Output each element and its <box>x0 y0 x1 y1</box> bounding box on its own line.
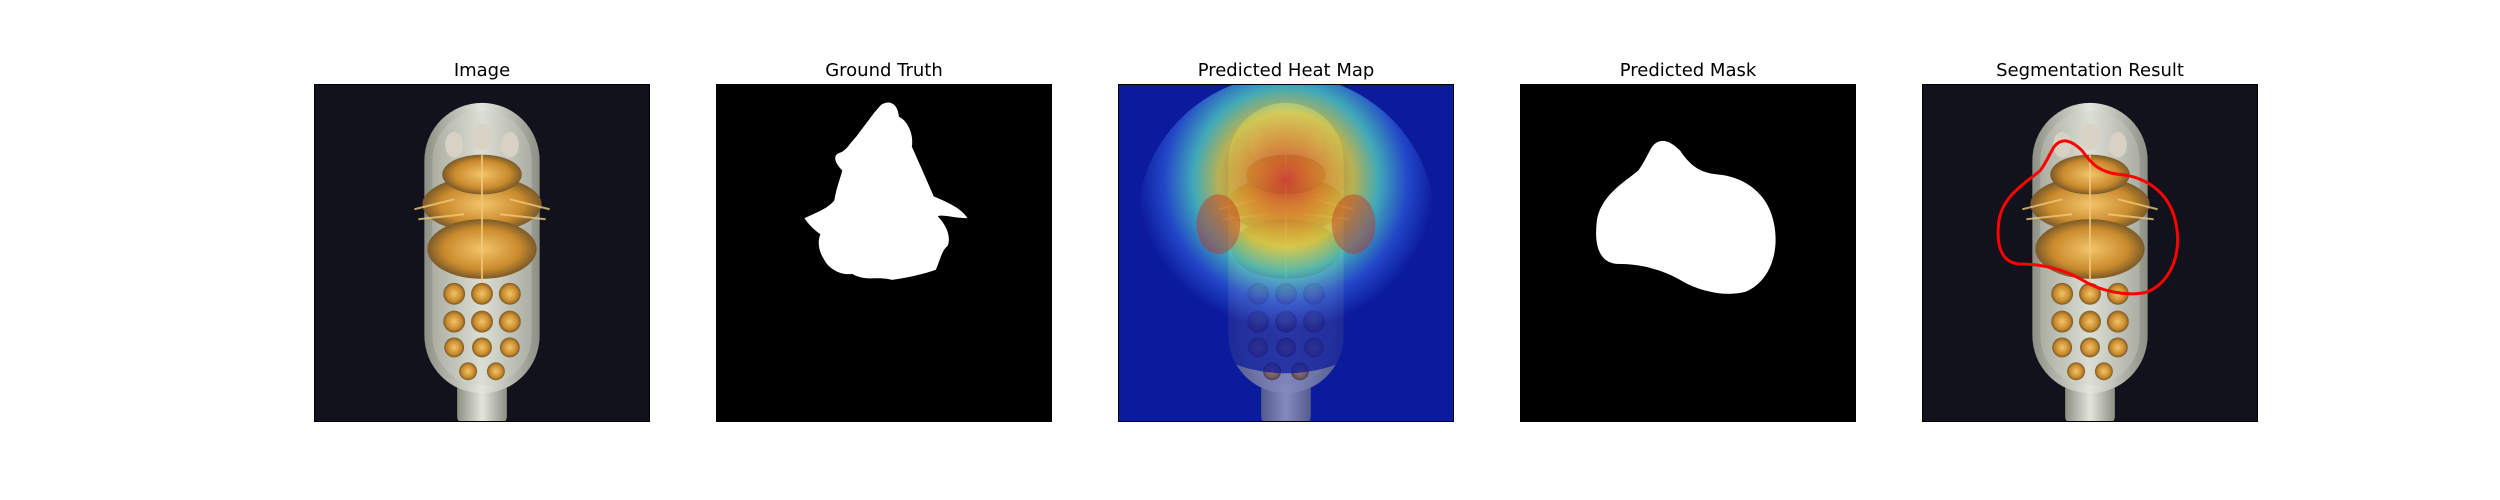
panel-title: Predicted Heat Map <box>1197 60 1375 81</box>
panel-ground-truth: Ground Truth <box>716 0 1052 500</box>
panel-title: Ground Truth <box>825 60 943 81</box>
heat-map-image <box>1118 84 1454 422</box>
panel-predicted-heat-map: Predicted Heat Map <box>1118 0 1454 500</box>
predicted-mask <box>1520 84 1856 422</box>
segmentation-result-image <box>1922 84 2258 422</box>
photo-image <box>314 84 650 422</box>
ground-truth-mask <box>716 84 1052 422</box>
panel-title: Image <box>453 60 511 81</box>
panel-title: Predicted Mask <box>1619 60 1757 81</box>
panel-segmentation-result: Segmentation Result <box>1922 0 2258 500</box>
segmentation-contour <box>1996 139 2180 296</box>
panel-predicted-mask: Predicted Mask <box>1520 0 1856 500</box>
panel-image: Image <box>314 0 650 500</box>
panel-title: Segmentation Result <box>1996 60 2184 81</box>
